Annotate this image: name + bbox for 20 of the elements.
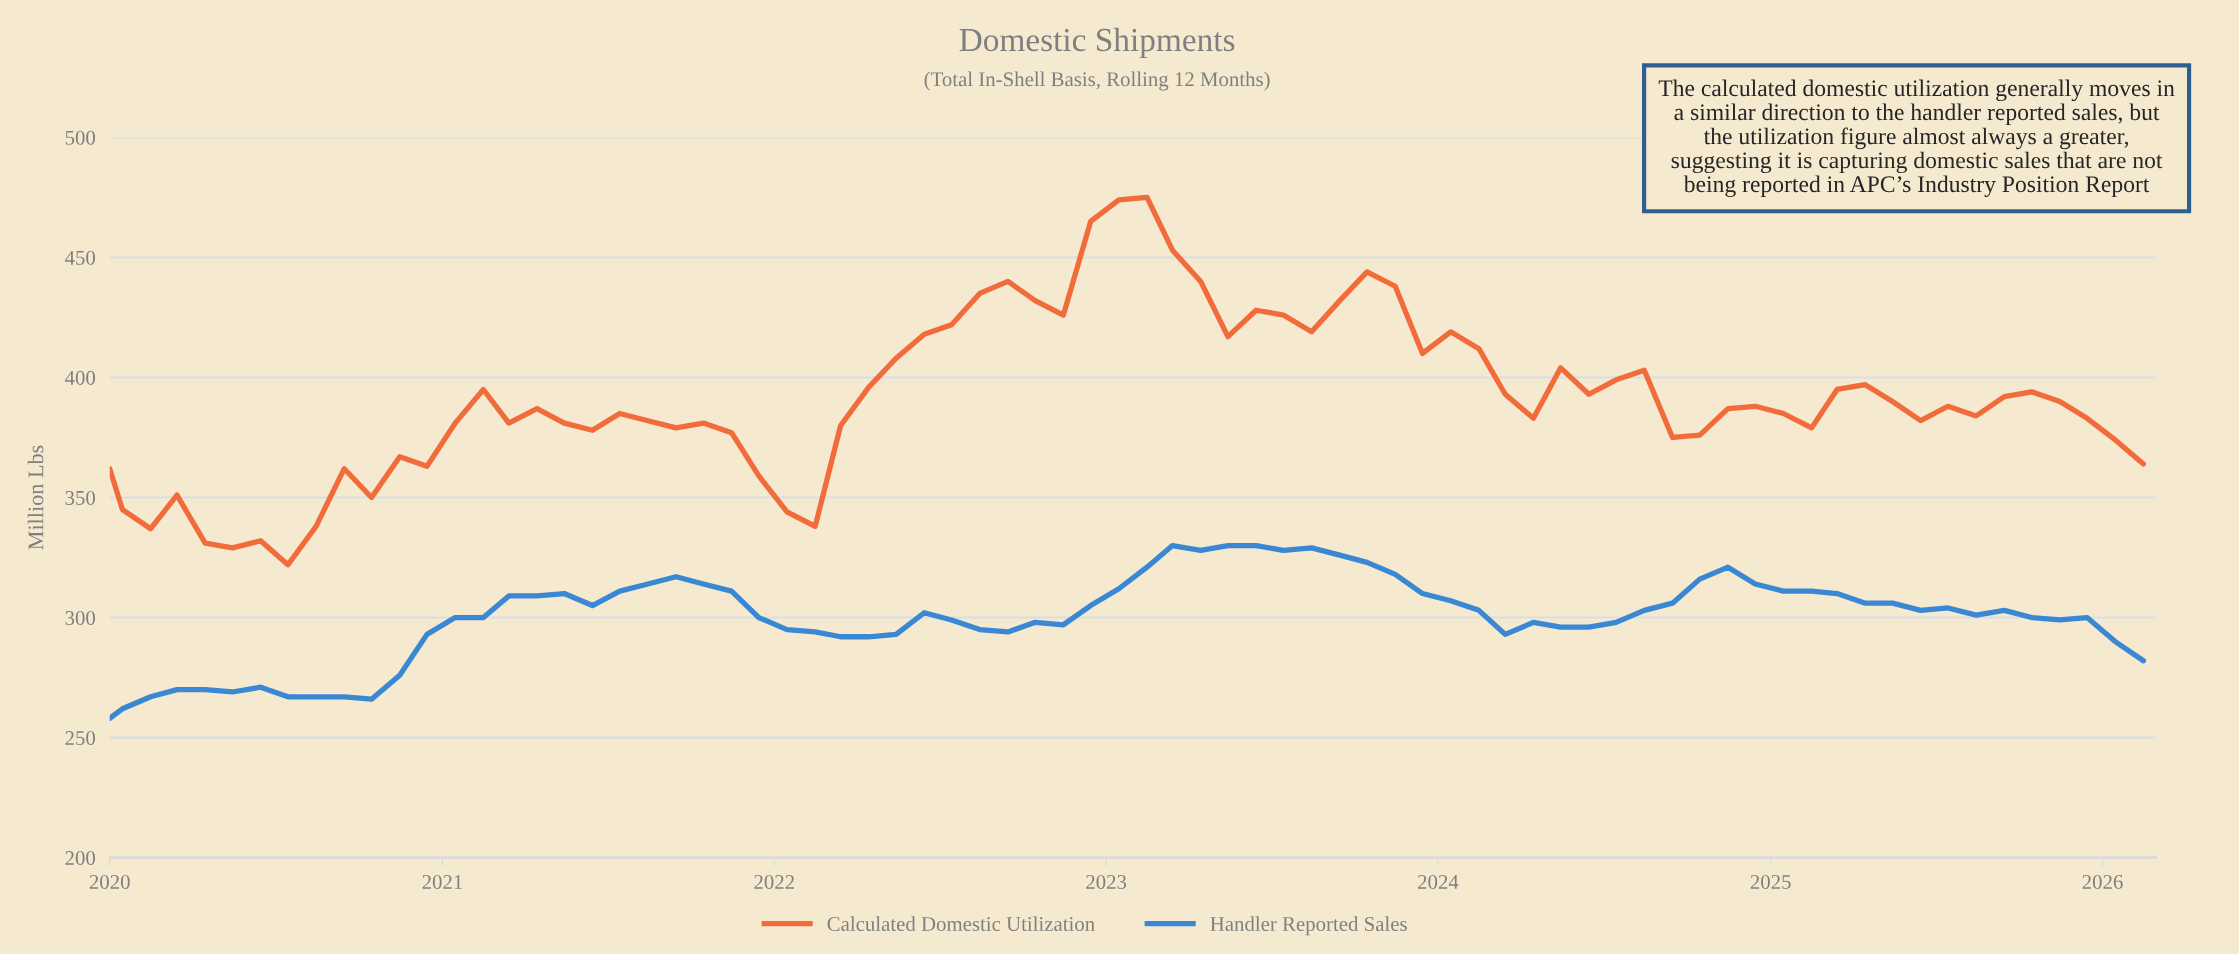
chart-title: Domestic Shipments <box>959 27 1235 59</box>
x-tick-label: 2021 <box>422 874 463 889</box>
x-tick-label: 2020 <box>89 874 130 889</box>
y-tick-label: 300 <box>65 610 96 625</box>
x-tick-label: 2023 <box>1086 874 1127 889</box>
y-tick-label: 400 <box>64 370 96 385</box>
chart-subtitle: (Total In-Shell Basis, Rolling 12 Months) <box>924 71 1270 91</box>
legend-label: Handler Reported Sales <box>1210 916 1407 936</box>
annotation: The calculated domestic utilization generally moves in a similar direction to the handler reported sales, but the utilization figure almost always a greater, suggesting it is capturing domestic sales that are not being reported in APC’s Industry Position Report <box>1658 79 2175 198</box>
legend-label: Calculated Domestic Utilization <box>827 916 1095 932</box>
x-tick-label: 2026 <box>2082 874 2123 889</box>
x-tick-label: 2025 <box>1750 874 1791 889</box>
y-axis-title: Million Lbs <box>27 445 44 550</box>
x-tick-label: 2024 <box>1418 874 1459 889</box>
y-tick-label: 200 <box>65 851 96 866</box>
y-tick-label: 250 <box>65 730 96 746</box>
y-tick-label: 450 <box>64 250 96 265</box>
y-tick-label: 350 <box>65 490 96 505</box>
x-tick-label: 2022 <box>754 874 794 889</box>
y-tick-label: 500 <box>65 130 96 145</box>
